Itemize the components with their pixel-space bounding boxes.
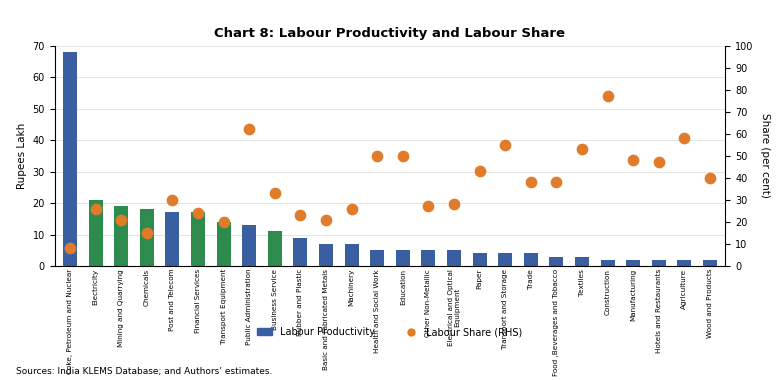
Bar [293, 238, 307, 266]
Point [627, 157, 640, 163]
Bar [395, 250, 410, 266]
Bar [140, 209, 154, 266]
Point [140, 230, 153, 236]
Point [371, 153, 384, 159]
Bar [114, 206, 128, 266]
Bar [447, 250, 461, 266]
Point [525, 179, 537, 185]
Point [166, 197, 179, 203]
Bar [524, 253, 538, 266]
Point [320, 217, 332, 223]
Bar [473, 253, 487, 266]
Bar [88, 200, 103, 266]
Bar [421, 250, 435, 266]
Bar [575, 256, 589, 266]
Point [576, 146, 588, 152]
Bar [549, 256, 563, 266]
Bar [703, 260, 717, 266]
Title: Chart 8: Labour Productivity and Labour Share: Chart 8: Labour Productivity and Labour … [215, 27, 566, 40]
Y-axis label: Share (per cent): Share (per cent) [760, 113, 770, 198]
Point [192, 210, 204, 216]
Point [601, 93, 614, 99]
Point [294, 212, 307, 218]
Bar [626, 260, 640, 266]
Bar [652, 260, 666, 266]
Bar [345, 244, 359, 266]
Point [396, 153, 409, 159]
Bar [217, 222, 231, 266]
Point [422, 203, 434, 209]
Point [243, 126, 255, 132]
Point [64, 245, 76, 252]
Bar [191, 212, 205, 266]
Point [550, 179, 562, 185]
Bar [677, 260, 692, 266]
Point [473, 168, 486, 174]
Bar [63, 52, 77, 266]
Bar [242, 225, 256, 266]
Text: Sources: India KLEMS Database; and Authors’ estimates.: Sources: India KLEMS Database; and Autho… [16, 367, 272, 376]
Point [218, 219, 230, 225]
Bar [319, 244, 333, 266]
Point [448, 201, 460, 207]
Bar [268, 231, 282, 266]
Point [653, 159, 665, 165]
Bar [498, 253, 512, 266]
Legend: Labour Productivity, Labour Share (RHS): Labour Productivity, Labour Share (RHS) [254, 323, 526, 341]
Point [115, 217, 127, 223]
Point [346, 206, 358, 212]
Bar [601, 260, 615, 266]
Bar [370, 250, 385, 266]
Point [268, 190, 281, 196]
Point [90, 206, 102, 212]
Bar [165, 212, 179, 266]
Point [704, 175, 716, 181]
Y-axis label: Rupees Lakh: Rupees Lakh [17, 123, 27, 189]
Point [678, 135, 690, 141]
Point [499, 142, 512, 148]
